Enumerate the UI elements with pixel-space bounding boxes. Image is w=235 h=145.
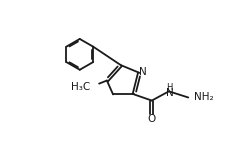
Text: H₃C: H₃C — [70, 82, 90, 92]
Text: N: N — [166, 88, 173, 98]
Text: N: N — [139, 67, 146, 77]
Text: O: O — [148, 114, 156, 124]
Text: NH₂: NH₂ — [194, 93, 213, 103]
Text: H: H — [166, 83, 172, 92]
